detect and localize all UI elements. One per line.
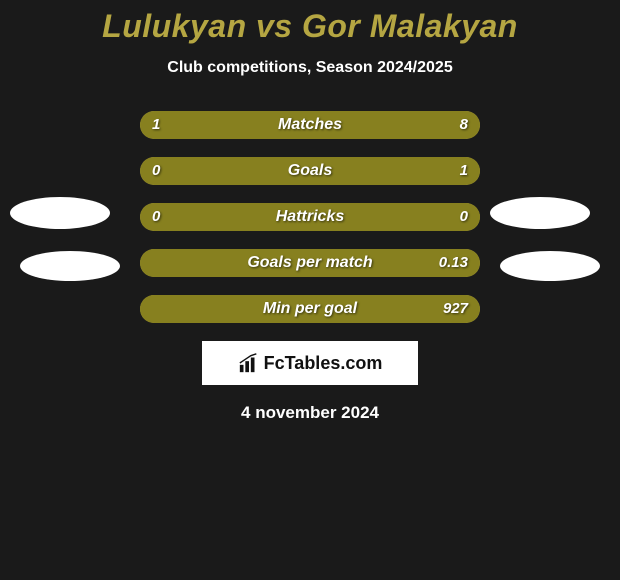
stat-row: Matches1 8 — [140, 111, 480, 139]
player-left-ellipse-2 — [20, 251, 120, 281]
bar-chart-icon — [238, 352, 260, 374]
player-left-ellipse-1 — [10, 197, 110, 229]
stat-value-right: 8 — [460, 111, 468, 139]
player-right-ellipse-2 — [500, 251, 600, 281]
stat-row: Goals per match0.13 — [140, 249, 480, 277]
logo-text: FcTables.com — [264, 353, 383, 374]
stats-bars: Matches18Goals01Hattricks00Goals per mat… — [140, 111, 480, 323]
stat-value-left: 0 — [152, 203, 160, 231]
stat-label: Matches — [140, 111, 480, 139]
date-label: 4 november 2024 — [0, 403, 620, 423]
stat-row: Min per goal927 — [140, 295, 480, 323]
stat-label: Hattricks — [140, 203, 480, 231]
stat-value-right: 0 — [460, 203, 468, 231]
player-right-ellipse-1 — [490, 197, 590, 229]
page-title: Lulukyan vs Gor Malakyan — [0, 0, 620, 45]
stat-value-right: 0.13 — [439, 249, 468, 277]
subtitle: Club competitions, Season 2024/2025 — [0, 59, 620, 77]
stat-label: Goals per match — [140, 249, 480, 277]
stat-label: Goals — [140, 157, 480, 185]
stat-value-right: 927 — [443, 295, 468, 323]
stat-row: Goals0 1 — [140, 157, 480, 185]
fctables-logo: FcTables.com — [202, 341, 418, 385]
stat-row: Hattricks0 0 — [140, 203, 480, 231]
comparison-infographic: Lulukyan vs Gor Malakyan Club competitio… — [0, 0, 620, 423]
stat-value-left: 1 — [152, 111, 160, 139]
stat-value-right: 1 — [460, 157, 468, 185]
stat-value-left: 0 — [152, 157, 160, 185]
stat-label: Min per goal — [140, 295, 480, 323]
